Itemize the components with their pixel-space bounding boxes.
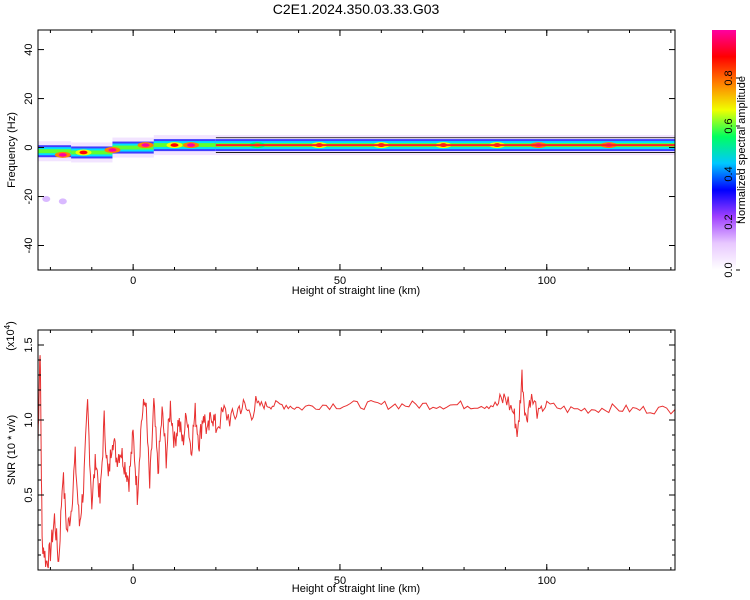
spurious-blob	[58, 198, 67, 205]
snr-line-series	[37, 355, 676, 569]
colorbar-tick-label: 0.2	[723, 214, 735, 229]
spectral-blob-core	[170, 143, 179, 147]
spectral-blob-core	[108, 148, 117, 152]
x-tick-label: 50	[334, 275, 346, 287]
spectral-blob-core	[187, 143, 196, 147]
chart-title: C2E1.2024.350.03.33.G03	[273, 1, 440, 17]
spectrogram-x-label: Height of straight line (km)	[292, 285, 420, 297]
colorbar-tick-label: 0.0	[723, 262, 735, 277]
spectrogram-y-label: Frequency (Hz)	[6, 112, 18, 188]
y-tick-label: 0.5	[23, 487, 35, 502]
spurious-blob	[42, 195, 51, 202]
snr-plot-area	[38, 330, 675, 570]
spectral-blob-core	[58, 153, 67, 157]
snr-y-multiplier-exponent: 4	[3, 324, 12, 329]
spectral-blob-core	[141, 143, 150, 147]
band-inner	[71, 150, 113, 155]
colorbar: 0.0 0.2 0.4 0.6 0.8 Normalized spectral ampl…	[712, 30, 748, 278]
y-tick-label: 1.5	[23, 337, 35, 352]
colorbar-gradient	[712, 30, 736, 270]
snr-x-ticks: 0 50 100	[49, 330, 672, 587]
y-tick-label: -40	[23, 238, 35, 254]
snr-y-multiplier-close: )	[5, 321, 17, 325]
snr-y-multiplier: (x104)	[3, 321, 17, 351]
colorbar-tick-label: 0.6	[723, 118, 735, 133]
y-tick-label: -20	[23, 189, 35, 205]
spectrogram-panel: 0 50 100 40 20 0 -20 -40 Height of straight li…	[6, 29, 676, 297]
y-tick-label: 0	[23, 144, 35, 150]
x-tick-label: 100	[538, 575, 556, 587]
snr-line	[37, 355, 676, 569]
snr-x-label: Height of straight line (km)	[292, 583, 420, 595]
colorbar-ticks: 0.0 0.2 0.4 0.6 0.8	[723, 70, 740, 278]
colorbar-tick-label: 0.4	[723, 166, 735, 181]
spectrogram-heatmap	[38, 135, 675, 205]
spectrogram-frame	[37, 29, 676, 271]
band-inner	[112, 145, 154, 150]
colorbar-tick-label: 0.8	[723, 70, 735, 85]
spectrogram-y-ticks: 40 20 0 -20 -40	[23, 43, 675, 253]
spectrogram-x-ticks: 0 50 100	[49, 30, 672, 287]
snr-panel: 0 50 100 1.5 1.0 0.5 Height of straight line…	[3, 321, 676, 595]
snr-y-label: SNR (10 * v/v)	[6, 415, 18, 485]
x-tick-label: 50	[334, 575, 346, 587]
band-inner	[38, 149, 72, 154]
y-tick-label: 40	[23, 43, 35, 55]
x-tick-label: 0	[130, 275, 136, 287]
x-tick-label: 100	[538, 275, 556, 287]
colorbar-label: Normalized spectral amplitude	[736, 76, 748, 224]
x-tick-label: 0	[130, 575, 136, 587]
snr-y-ticks: 1.5 1.0 0.5	[23, 337, 675, 556]
y-tick-label: 1.0	[23, 412, 35, 427]
spectral-blob-core	[79, 150, 88, 155]
y-tick-label: 20	[23, 92, 35, 104]
snr-y-multiplier-base: (x10	[5, 329, 17, 350]
